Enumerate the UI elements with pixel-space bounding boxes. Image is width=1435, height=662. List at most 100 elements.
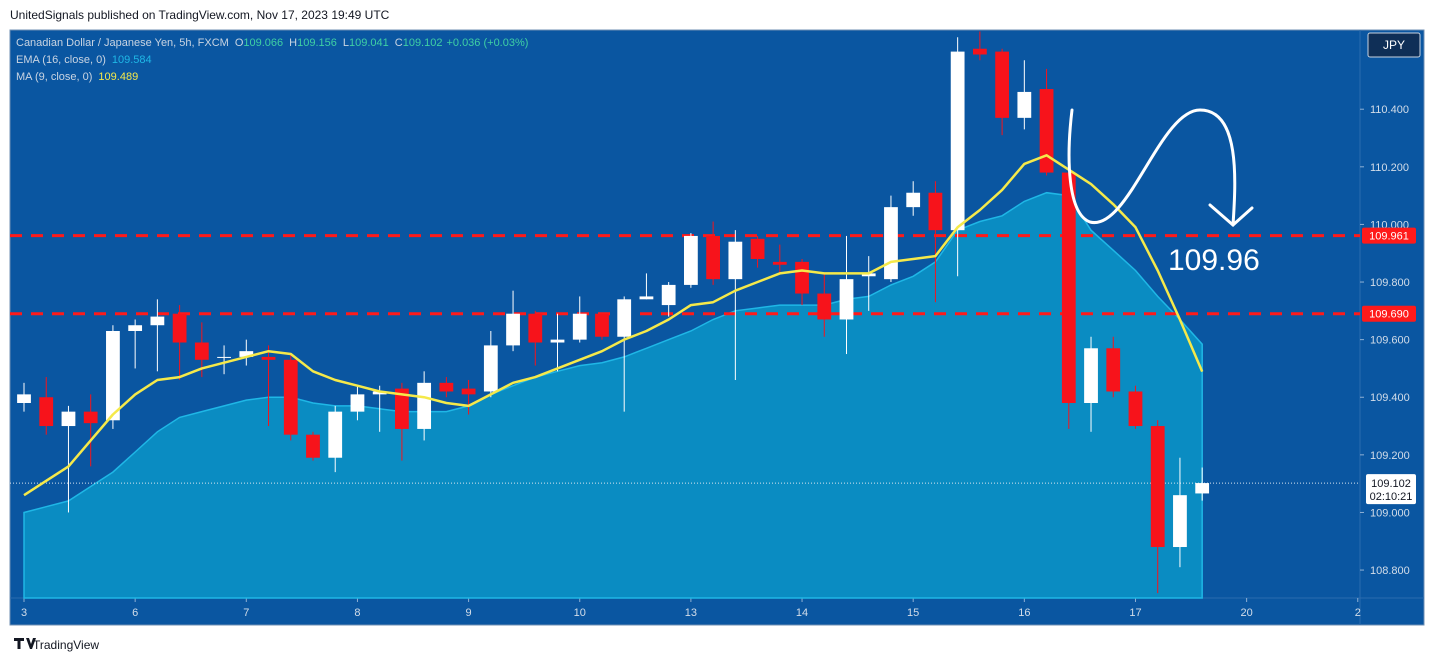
legend-indicator-value: 109.489 [98,71,138,83]
candle-body [239,351,254,357]
candle-body [817,293,832,320]
y-tick-label: 109.800 [1370,277,1410,289]
plot-layer: 108.800 109.000 109.200 109.400 109.600 109.8… [10,30,1424,625]
level-label-box [1362,227,1416,244]
candle-body [1173,495,1187,548]
candle-body [661,284,676,306]
candle-body [839,279,854,320]
candle-body [617,299,632,337]
y-tick-label: 109.000 [1370,507,1410,519]
x-tick-label: 20 [1241,607,1253,619]
x-tick-label: 2 [1355,607,1361,619]
candle-body [795,261,809,294]
legend-value: 109.066 [243,37,283,49]
legend-change: +0.036 (+0.03%) [446,37,528,49]
legend-line: MA (9, close, 0) 109.489 [16,71,138,83]
x-tick-label: 17 [1129,607,1141,619]
y-tick-label: 109.400 [1370,392,1410,404]
candle-body [261,356,276,360]
hand-drawn-arrow [1067,108,1254,228]
x-tick-label: 10 [574,607,586,619]
candle-body [750,238,765,259]
candle-body [972,48,987,55]
candle-body [283,359,298,435]
y-tick-label: 109.600 [1370,335,1410,347]
candle-body [372,391,387,395]
legend-key: L [343,37,349,49]
candle-body [328,411,343,458]
annotation: 109.96 [1168,244,1260,277]
level-label-box [1362,305,1416,322]
legend-value: 109.041 [349,37,389,49]
candle-body [106,330,120,421]
candle-body [706,235,721,280]
candle-body [483,345,498,392]
legend-indicator-value: 109.584 [112,54,152,66]
y-tick-label: 108.800 [1370,565,1410,577]
level-label: 109.690 [1369,309,1409,321]
x-tick-label: 8 [354,607,360,619]
candle-body [1150,426,1165,548]
last-price-label: 109.102 [1371,478,1411,490]
candle-body [683,235,698,285]
x-tick-label: 16 [1018,607,1030,619]
candle-body [506,313,520,346]
candle-body [1017,91,1032,118]
candle-body [217,356,231,358]
y-tick-label: 109.200 [1370,450,1410,462]
x-tick-label: 14 [796,607,808,619]
last-price-box [1366,474,1416,505]
x-tick-label: 13 [685,607,697,619]
candle-body [950,51,965,231]
candle-body [83,411,98,424]
currency-label[interactable]: JPY [1383,38,1405,52]
brand: TradingView [33,638,99,652]
legend-key: C [395,37,403,49]
currency-button[interactable] [1367,32,1421,58]
candle-body [528,313,543,343]
x-tick-label: 15 [907,607,919,619]
candle-body [350,394,365,412]
y-tick-label: 110.400 [1370,104,1409,116]
candle-body [1195,483,1210,494]
x-tick-label: 6 [132,607,138,619]
candle-body [772,261,787,265]
candle-body [417,382,432,429]
candle-body [172,313,187,343]
published-note: UnitedSignals published on TradingView.c… [10,8,390,22]
x-tick-label: 7 [243,607,249,619]
candle-body [906,192,921,208]
ma-line [23,154,1204,497]
candle-body [194,342,209,360]
candle-body [928,192,943,231]
candle-body [728,241,743,280]
candle-body [395,388,409,429]
ema-area [23,191,1203,599]
legend-line: Canadian Dollar / Japanese Yen, 5h, FXCM… [16,37,528,49]
candle-body [550,339,565,343]
y-tick-label: 110.200 [1370,162,1409,174]
candle-body [884,207,898,280]
candle-body [861,273,876,277]
legend-value: 109.102 [403,37,443,49]
candle-body [17,394,31,404]
legend-value: 109.156 [297,37,337,49]
legend-title: Canadian Dollar / Japanese Yen, 5h, FXCM [16,37,229,49]
countdown: 02:10:21 [1370,491,1413,503]
candle-body [461,388,476,395]
x-tick-label: 3 [21,607,27,619]
candle-body [1128,391,1143,427]
legend-indicator: EMA (16, close, 0) [16,54,106,66]
candle-body [995,51,1009,118]
x-tick-label: 9 [466,607,472,619]
legend-key: H [289,37,297,49]
legend-line: EMA (16, close, 0) 109.584 [16,54,152,66]
candle-body [61,411,76,427]
candle-body [39,397,54,427]
candle-body [150,316,165,326]
legend-key: O [235,37,244,49]
legend-indicator: MA (9, close, 0) [16,71,92,83]
candle-body [306,434,320,458]
